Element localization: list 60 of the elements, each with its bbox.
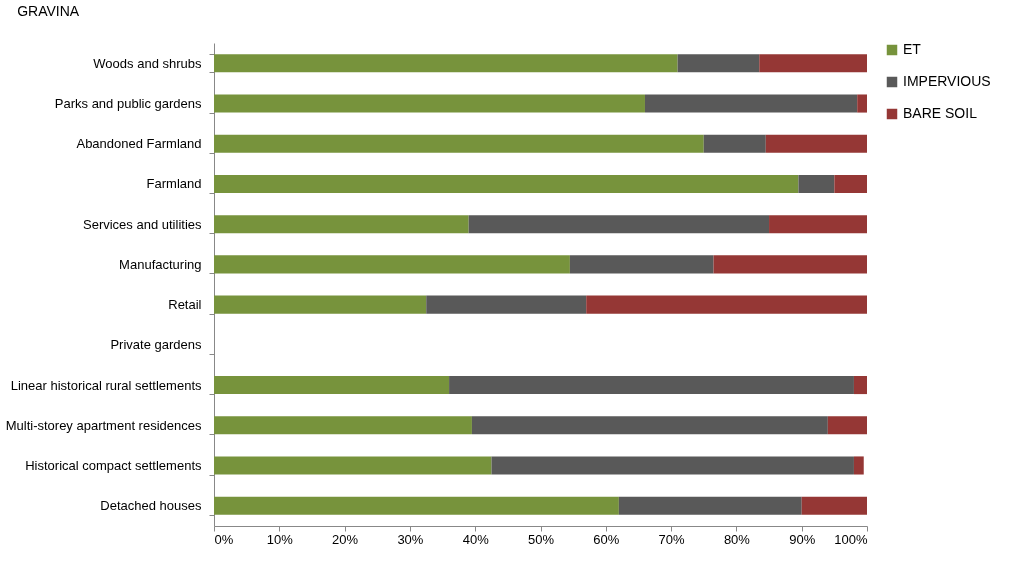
bar bbox=[834, 174, 867, 194]
y-tick-label: Linear historical rural settlements bbox=[10, 377, 202, 393]
y-tick-label: Woods and shrubs bbox=[93, 55, 202, 71]
bar bbox=[569, 255, 714, 274]
x-tick-label: 60% bbox=[593, 531, 620, 547]
bar bbox=[214, 295, 427, 314]
x-tick-label: 20% bbox=[332, 531, 359, 547]
y-tick-label: Manufacturing bbox=[119, 256, 202, 272]
text: GRAVINA bbox=[17, 3, 80, 19]
bar bbox=[703, 134, 766, 153]
bar bbox=[214, 375, 450, 395]
legend-label: IMPERVIOUS bbox=[903, 73, 991, 89]
y-tick-label: Private gardens bbox=[110, 337, 202, 353]
bar bbox=[801, 496, 867, 515]
bar bbox=[827, 416, 867, 435]
y-tick-label: Abandoned Farmland bbox=[76, 136, 202, 152]
y-tick-label: Historical compact settlements bbox=[25, 457, 202, 473]
bar bbox=[426, 295, 587, 314]
bar bbox=[677, 54, 760, 73]
x-tick-label: 100% bbox=[834, 531, 868, 547]
legend-label: BARE SOIL bbox=[903, 105, 978, 121]
bar bbox=[214, 215, 469, 234]
x-tick-label: 50% bbox=[527, 531, 555, 547]
bar bbox=[857, 94, 867, 113]
y-tick-label: Services and utilities bbox=[83, 216, 202, 232]
x-tick-label: 80% bbox=[723, 531, 751, 547]
bar bbox=[214, 416, 472, 435]
bar bbox=[644, 94, 858, 113]
bar bbox=[586, 295, 867, 314]
x-tick-label: 0% bbox=[214, 531, 234, 547]
bar bbox=[214, 456, 492, 475]
bar bbox=[214, 255, 570, 274]
bar bbox=[214, 174, 799, 194]
bar bbox=[449, 375, 854, 395]
bar bbox=[491, 456, 854, 475]
bar bbox=[471, 416, 828, 435]
bar bbox=[759, 54, 867, 73]
y-tick-label: Farmland bbox=[146, 176, 202, 192]
bar bbox=[214, 134, 704, 153]
bar bbox=[214, 94, 645, 113]
bar bbox=[618, 496, 802, 515]
bar bbox=[765, 134, 867, 153]
bar bbox=[769, 215, 867, 234]
x-tick-label: 70% bbox=[658, 531, 686, 547]
legend-label: ET bbox=[903, 41, 922, 57]
y-tick-label: Parks and public gardens bbox=[54, 96, 202, 112]
bar bbox=[214, 496, 619, 515]
x-tick-label: 30% bbox=[397, 531, 424, 547]
bar bbox=[853, 375, 867, 395]
bar bbox=[468, 215, 770, 234]
bar bbox=[713, 255, 867, 274]
y-tick-label: Retail bbox=[168, 297, 202, 313]
bar bbox=[853, 456, 864, 475]
bar bbox=[798, 174, 835, 194]
x-tick-label: 10% bbox=[266, 531, 294, 547]
bar bbox=[214, 54, 678, 73]
x-tick-label: 40% bbox=[462, 531, 490, 547]
y-tick-label: Detached houses bbox=[100, 498, 202, 514]
y-tick-label: Multi-storey apartment residences bbox=[5, 417, 202, 433]
x-tick-label: 90% bbox=[789, 531, 816, 547]
